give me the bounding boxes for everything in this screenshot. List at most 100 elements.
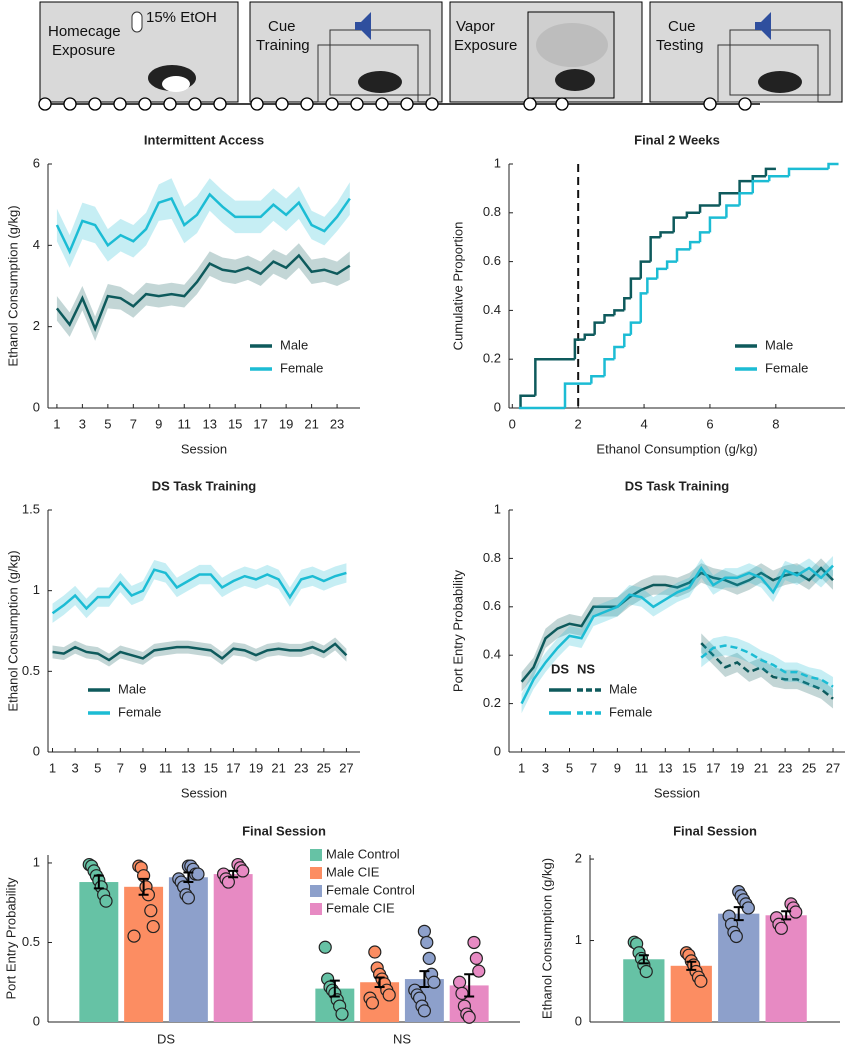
data-point — [469, 951, 483, 965]
chart-title: Final Session — [242, 823, 326, 838]
x-tick-label: 7 — [590, 760, 597, 775]
error-bar — [464, 973, 475, 998]
line — [520, 564, 834, 705]
error-bar — [733, 906, 744, 922]
x-axis-label: Session — [181, 441, 227, 456]
error-band — [701, 635, 834, 697]
step — [593, 321, 605, 335]
x-tick-label: 1 — [518, 760, 525, 775]
step — [659, 231, 674, 238]
step — [738, 192, 753, 206]
data-point — [144, 904, 158, 918]
x-tick-label: 25 — [317, 760, 331, 775]
session-markers — [38, 97, 752, 111]
stage-label: Vapor — [456, 18, 495, 35]
x-tick-label: 27 — [826, 760, 840, 775]
x-axis-label: Session — [181, 785, 227, 800]
y-tick-label: 0 — [33, 743, 40, 758]
x-tick-label: 9 — [614, 760, 621, 775]
y-tick-label: 0.6 — [483, 598, 501, 613]
x-tick-label: 8 — [772, 416, 779, 431]
data-point — [181, 891, 195, 905]
x-tick-label: 5 — [104, 416, 111, 431]
data-point — [146, 919, 160, 934]
x-tick-label: 1 — [53, 416, 60, 431]
x-tick-label: 19 — [249, 760, 263, 775]
data-point — [452, 975, 467, 989]
annotation: 15% EtOH — [146, 9, 217, 26]
step — [623, 296, 631, 311]
x-tick-label: 27 — [339, 760, 353, 775]
y-tick-label: 6 — [33, 155, 40, 170]
rat-icon — [555, 69, 595, 91]
legend-header: NS — [577, 661, 595, 676]
stage-label: Exposure — [454, 37, 517, 54]
y-tick-label: 0 — [494, 743, 501, 758]
step — [688, 240, 701, 250]
speaker-icon — [355, 12, 371, 40]
error-bar — [686, 960, 697, 971]
bar — [124, 886, 164, 1022]
stage-label: Cue — [268, 18, 296, 35]
step — [725, 204, 740, 218]
legend-label: Male CIE — [326, 864, 380, 879]
step — [639, 292, 648, 323]
vapor-icon — [536, 23, 608, 67]
line — [51, 568, 347, 615]
x-tick-label: 13 — [202, 416, 216, 431]
x-tick-label: 21 — [754, 760, 768, 775]
error-bar — [93, 874, 104, 890]
bottle-icon — [131, 11, 143, 33]
line — [55, 253, 351, 333]
y-tick-label: 1.5 — [22, 501, 40, 516]
x-tick-label: 5 — [94, 760, 101, 775]
error-bar — [419, 970, 430, 989]
step — [685, 211, 701, 218]
x-tick-label: 17 — [226, 760, 240, 775]
stage-label: Testing — [656, 37, 704, 54]
error-bar — [228, 869, 239, 879]
step — [718, 192, 740, 206]
step — [787, 167, 829, 177]
data-point — [472, 964, 486, 978]
y-tick-label: 0.4 — [483, 302, 501, 317]
error-band — [52, 637, 347, 667]
y-tick-label: 0.2 — [483, 695, 501, 710]
line — [700, 644, 834, 688]
legend-label: Female — [765, 360, 808, 375]
y-tick-label: 0.4 — [483, 647, 501, 662]
error-bar — [138, 877, 149, 896]
error-band — [56, 243, 350, 341]
x-tick-label: 11 — [635, 760, 649, 775]
legend-label: Female — [118, 704, 161, 719]
step — [675, 248, 691, 262]
rat-icon — [162, 76, 190, 92]
step — [698, 231, 710, 243]
x-tick-label: 15 — [228, 416, 242, 431]
y-tick-label: 1 — [575, 932, 582, 947]
data-point — [221, 875, 235, 889]
step — [639, 260, 651, 279]
data-point — [774, 921, 788, 935]
step — [708, 216, 727, 233]
legend-swatch — [310, 849, 322, 861]
data-point — [368, 945, 382, 959]
step — [649, 235, 661, 262]
data-point — [417, 1004, 431, 1018]
data-point — [382, 988, 396, 1002]
step — [698, 204, 720, 213]
step — [629, 277, 641, 299]
x-tick-label: 3 — [79, 416, 86, 431]
x-tick-label: 0 — [509, 416, 516, 431]
y-axis-label: Cumulative Proportion — [450, 222, 465, 351]
y-axis-label: Ethanol Consumption (g/kg) — [5, 205, 20, 366]
x-tick-label: 25 — [802, 760, 816, 775]
x-tick-label: 17 — [253, 416, 267, 431]
y-axis-label: Port Entry Probability — [3, 877, 18, 1000]
error-bar — [638, 954, 649, 965]
data-point — [365, 996, 380, 1010]
step — [767, 174, 789, 182]
error-bar — [329, 979, 340, 998]
data-point — [789, 905, 803, 919]
step — [646, 277, 658, 294]
